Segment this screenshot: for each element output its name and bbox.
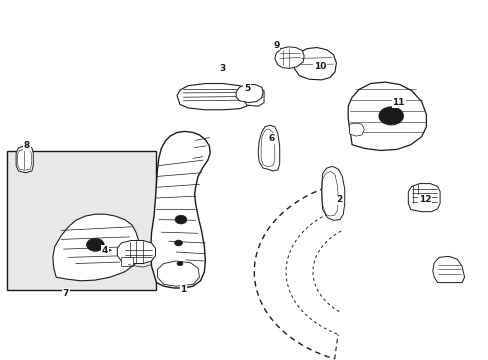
Text: 3: 3	[219, 64, 225, 73]
Text: 6: 6	[268, 134, 274, 143]
Text: 9: 9	[272, 40, 279, 49]
Text: 4: 4	[102, 246, 108, 255]
Text: 12: 12	[418, 195, 431, 204]
Bar	[7, 151, 156, 290]
Text: 8: 8	[24, 141, 30, 150]
Polygon shape	[321, 166, 344, 220]
Polygon shape	[150, 131, 210, 288]
Text: 2: 2	[336, 195, 342, 204]
Text: 7: 7	[62, 289, 69, 298]
Polygon shape	[177, 84, 253, 110]
Polygon shape	[16, 146, 33, 173]
Polygon shape	[236, 85, 263, 103]
Polygon shape	[274, 47, 304, 68]
Text: 1: 1	[180, 285, 186, 294]
Polygon shape	[53, 214, 139, 281]
Polygon shape	[294, 48, 336, 80]
Polygon shape	[117, 240, 155, 264]
Polygon shape	[244, 87, 264, 106]
Circle shape	[174, 240, 182, 246]
Circle shape	[177, 261, 183, 266]
Polygon shape	[349, 123, 364, 136]
Text: 11: 11	[391, 98, 404, 107]
Text: 10: 10	[313, 62, 326, 71]
Polygon shape	[121, 257, 133, 266]
Text: 5: 5	[244, 84, 249, 93]
Circle shape	[378, 107, 403, 125]
Polygon shape	[407, 184, 439, 212]
Circle shape	[175, 215, 186, 224]
Polygon shape	[432, 256, 464, 283]
Polygon shape	[347, 82, 426, 150]
Polygon shape	[258, 125, 279, 171]
Circle shape	[86, 238, 104, 251]
